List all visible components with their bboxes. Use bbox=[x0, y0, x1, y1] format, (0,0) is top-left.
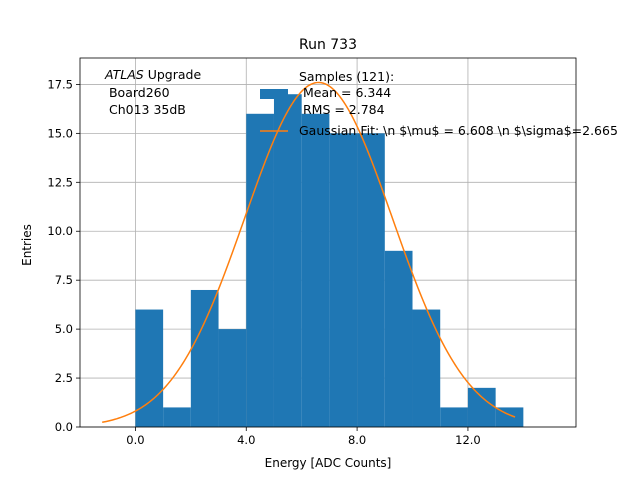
axes-frame bbox=[79, 57, 577, 428]
histogram-bar bbox=[329, 133, 358, 428]
x-tick-label: 4.0 bbox=[237, 433, 255, 447]
annotation-atlas: ATLAS bbox=[104, 67, 144, 82]
histogram-bar bbox=[357, 133, 385, 428]
y-tick-label: 5.0 bbox=[55, 322, 73, 336]
histogram-bar bbox=[218, 329, 247, 427]
annotation-line-2: Board260 bbox=[105, 85, 170, 100]
x-tick-label: 8.0 bbox=[348, 433, 366, 447]
x-axis-label: Energy [ADC Counts] bbox=[265, 456, 392, 470]
y-tick-label: 12.5 bbox=[47, 175, 73, 189]
y-tick-label: 2.5 bbox=[55, 371, 73, 385]
legend-fit-label: Gaussian Fit: \n $\mu$ = 6.608 \n $\sigm… bbox=[299, 123, 618, 138]
x-tick-label: 12.0 bbox=[455, 433, 481, 447]
histogram-bar bbox=[384, 250, 413, 427]
y-tick-label: 7.5 bbox=[55, 273, 73, 287]
histogram-bar bbox=[190, 289, 219, 427]
gaussian-fit bbox=[102, 81, 516, 424]
legend-hist-label-2: Mean = 6.344 bbox=[299, 85, 391, 100]
legend-hist-label-1: Samples (121): bbox=[299, 69, 394, 84]
histogram-bar bbox=[440, 407, 468, 427]
annotation-upgrade: Upgrade bbox=[144, 67, 202, 82]
y-tick-label: 0.0 bbox=[55, 420, 73, 434]
histogram-bars bbox=[135, 94, 524, 428]
histogram-bar bbox=[301, 113, 330, 427]
atlas-annotation: ATLAS Upgrade Board260 Ch013 35dB bbox=[104, 67, 201, 117]
histogram-bar bbox=[163, 407, 191, 427]
histogram-bar bbox=[467, 387, 496, 427]
histogram-bar bbox=[246, 113, 274, 427]
histogram-bar bbox=[273, 94, 302, 428]
y-tick-label: 17.5 bbox=[47, 77, 73, 91]
legend-hist-label-3: RMS = 2.784 bbox=[299, 102, 385, 117]
histogram-bar bbox=[412, 309, 441, 427]
annotation-line-1: ATLAS Upgrade bbox=[104, 67, 201, 82]
legend-hist-swatch bbox=[260, 89, 288, 99]
y-axis-label: Entries bbox=[20, 224, 34, 266]
axis-ticks: 0.0 4.0 8.0 12.0 0.0 2.5 5.0 7.5 10.0 12.5 15.0 17.… bbox=[47, 77, 480, 447]
x-tick-label: 0.0 bbox=[126, 433, 144, 447]
y-tick-label: 10.0 bbox=[47, 224, 73, 238]
annotation-line-3: Ch013 35dB bbox=[105, 102, 186, 117]
legend: Samples (121): Mean = 6.344 RMS = 2.784 … bbox=[260, 69, 618, 138]
chart-title: Run 733 bbox=[299, 37, 357, 53]
histogram-bar bbox=[135, 309, 164, 427]
fit-curve bbox=[102, 81, 516, 424]
y-tick-label: 15.0 bbox=[47, 126, 73, 140]
